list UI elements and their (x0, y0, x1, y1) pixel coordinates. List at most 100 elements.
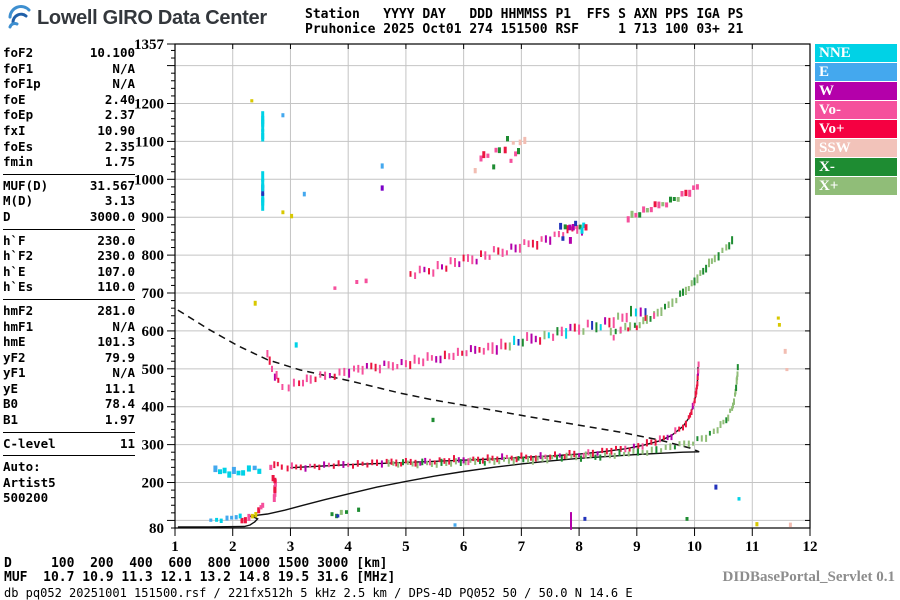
param-label: hmF1 (3, 318, 34, 334)
station-header-line1: Station YYYY DAY DDD HHMMSS P1 FFS S AXN… (305, 7, 744, 22)
param-value: 31.567 (89, 177, 135, 193)
param-value: 230.0 (97, 248, 135, 264)
legend-item-e: E (815, 63, 897, 81)
svg-text:800: 800 (142, 248, 165, 264)
param-row-d: D 3000.0 (3, 209, 135, 225)
param-label: foEs (3, 138, 34, 154)
param-label: B0 (3, 396, 19, 412)
servlet-watermark: DIDBasePortal_Servlet 0.1 (722, 569, 895, 585)
param-label: yF1 (3, 365, 26, 381)
param-row-mufd: MUF(D) 31.567 (3, 178, 135, 194)
svg-text:9: 9 (633, 539, 641, 555)
param-value: 78.4 (104, 396, 135, 412)
svg-text:500: 500 (142, 362, 165, 378)
svg-text:1200: 1200 (134, 97, 164, 113)
giro-wave-icon (8, 5, 34, 31)
param-label: h`E (3, 263, 26, 279)
param-row-fmin: fmin 1.75 (3, 154, 135, 170)
trace-legend: NNE E W Vo- Vo+ SSW X- X+ (815, 44, 897, 196)
param-row-foe: foE 2.40 (3, 92, 135, 108)
param-label: yE (3, 380, 19, 396)
param-row-fxi: fxI 10.90 (3, 123, 135, 139)
status-line: db pq052 20251001 151500.rsf / 221fx512h… (4, 586, 633, 600)
autoscaler-line: Artist5 (3, 474, 56, 490)
param-row-he: h`E 107.0 (3, 264, 135, 280)
param-label: foE (3, 91, 26, 107)
param-row-clevel: C-level 11 (3, 436, 135, 452)
autoscaler-line: 500200 (3, 490, 49, 506)
param-value: 11 (119, 435, 135, 451)
param-group: hmF2 281.0 hmF1 N/A hmE 101.3 yF2 79.9 yF1 N/A yE 1… (3, 298, 135, 430)
svg-text:3: 3 (287, 539, 295, 555)
param-value: 3.13 (104, 193, 135, 209)
param-label: h`F (3, 232, 26, 248)
svg-text:4: 4 (344, 539, 352, 555)
muf-row: MUF 10.7 10.9 11.3 12.1 13.2 14.8 19.5 3… (4, 570, 396, 585)
param-value: 79.9 (104, 349, 135, 365)
svg-text:600: 600 (142, 324, 165, 340)
svg-text:1000: 1000 (134, 172, 164, 188)
svg-text:80: 80 (149, 521, 164, 537)
legend-item-vo: Vo- (815, 101, 897, 119)
autoscaler-line: Auto: (3, 459, 41, 475)
svg-text:1100: 1100 (135, 134, 164, 150)
station-header-line2: Pruhonice 2025 Oct01 274 151500 RSF 1 71… (305, 22, 744, 37)
param-value: 10.90 (97, 122, 135, 138)
svg-text:200: 200 (142, 476, 165, 492)
legend-item-w: W (815, 82, 897, 100)
svg-text:300: 300 (142, 438, 165, 454)
param-label: C-level (3, 435, 56, 451)
svg-text:2: 2 (229, 539, 237, 555)
param-label: hmF2 (3, 302, 34, 318)
station-header: Station YYYY DAY DDD HHMMSS P1 FFS S AXN… (305, 7, 743, 37)
svg-text:1: 1 (171, 539, 179, 555)
legend-item-ssw: SSW (815, 139, 897, 157)
param-row-yf1: yF1 N/A (3, 365, 135, 381)
param-row-hmf1: hmF1 N/A (3, 319, 135, 335)
param-value: 230.0 (97, 232, 135, 248)
param-row-fof2: foF2 10.100 (3, 45, 135, 61)
legend-item-vo: Vo+ (815, 120, 897, 138)
param-value: 3000.0 (89, 208, 135, 224)
param-row-b0: B0 78.4 (3, 396, 135, 412)
svg-text:5: 5 (402, 539, 410, 555)
param-row-hf: h`F 230.0 (3, 233, 135, 249)
param-group: foF2 10.100 foF1 N/A foF1p N/A foE 2.40 foEp 2.37… (3, 44, 135, 172)
param-label: foF1p (3, 76, 41, 92)
param-row-hf2: h`F2 230.0 (3, 248, 135, 264)
autoscaler-block: Auto: Artist5 500200 (3, 455, 135, 508)
param-label: h`F2 (3, 248, 34, 264)
svg-text:12: 12 (803, 539, 818, 555)
param-row-yf2: yF2 79.9 (3, 350, 135, 366)
param-group: h`F 230.0 h`F2 230.0 h`E 107.0 h`Es 110.0 (3, 228, 135, 297)
svg-text:700: 700 (142, 286, 165, 302)
param-row-fof1p: foF1p N/A (3, 76, 135, 92)
param-label: foEp (3, 107, 34, 123)
param-row-ye: yE 11.1 (3, 381, 135, 397)
param-label: M(D) (3, 193, 34, 209)
param-row-md: M(D) 3.13 (3, 193, 135, 209)
param-row-hme: hmE 101.3 (3, 334, 135, 350)
param-label: h`Es (3, 279, 34, 295)
param-value: N/A (112, 365, 135, 381)
param-row-fof1: foF1 N/A (3, 61, 135, 77)
svg-text:900: 900 (142, 210, 165, 226)
param-label: foF2 (3, 45, 34, 60)
param-label: hmE (3, 334, 26, 350)
param-label: fmin (3, 154, 34, 170)
param-value: 281.0 (97, 302, 135, 318)
param-label: B1 (3, 412, 19, 428)
param-value: 2.37 (104, 107, 135, 123)
param-value: 1.97 (104, 412, 135, 428)
param-row-hmf2: hmF2 281.0 (3, 303, 135, 319)
param-value: N/A (112, 60, 135, 76)
svg-text:1357: 1357 (134, 37, 165, 53)
param-row-b1: B1 1.97 (3, 412, 135, 428)
logo-title: Lowell GIRO Data Center (37, 6, 267, 29)
param-label: yF2 (3, 349, 26, 365)
svg-text:6: 6 (460, 539, 468, 555)
legend-item-x: X+ (815, 177, 897, 195)
param-label: foF1 (3, 60, 34, 76)
